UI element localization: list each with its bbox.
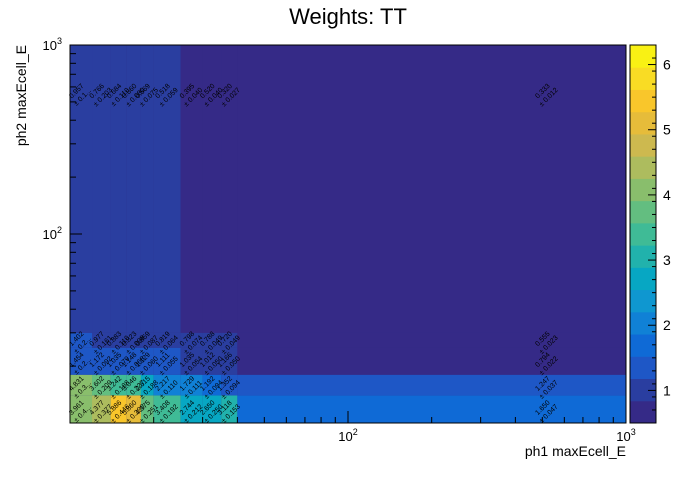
heatmap-cell: [140, 374, 154, 396]
heatmap-cell: [202, 374, 222, 396]
heatmap-cell: [237, 332, 626, 348]
y-tick-label: 103: [43, 36, 62, 53]
color-scale-swatch: [630, 378, 656, 402]
color-scale-swatch: [630, 245, 656, 268]
x-tick-label: 102: [338, 427, 357, 444]
heatmap-cell: [92, 332, 111, 348]
heatmap-cell: [126, 395, 141, 423]
heatmap-cell: [140, 332, 154, 348]
heatmap-cell: [237, 347, 626, 375]
heatmap-cell: [221, 374, 238, 396]
heatmap-cell: [202, 332, 222, 348]
color-scale-tick-label: 4: [663, 187, 671, 203]
heatmap-cell: [70, 395, 93, 423]
heatmap-cell: [92, 395, 111, 423]
color-scale-swatch: [630, 178, 656, 202]
heatmap-cell: [221, 332, 238, 348]
color-scale-tick-label: 3: [663, 252, 671, 268]
x-tick-label: 103: [616, 427, 635, 444]
color-scale-swatch: [630, 67, 656, 90]
color-scale-tick-label: 1: [663, 382, 671, 398]
color-scale-swatch: [630, 311, 656, 335]
color-scale-swatch: [630, 89, 656, 113]
x-axis: 102 103: [69, 411, 636, 444]
heatmap-cell: [202, 45, 222, 333]
heatmap-cell: [70, 45, 93, 333]
heatmap-cell: [110, 347, 127, 375]
heatmap-cell: [221, 395, 238, 423]
y-axis-label: ph2 maxEcell_E: [13, 45, 29, 146]
color-scale-swatch: [630, 267, 656, 291]
heatmap-cell: [126, 374, 141, 396]
heatmap-cell: [110, 395, 127, 423]
heatmap-cell: [110, 374, 127, 396]
heatmap-cell: [140, 395, 154, 423]
heatmap-cell: [92, 45, 111, 333]
color-scale-swatch: [630, 400, 656, 424]
x-axis-label: ph1 maxEcell_E: [525, 443, 626, 459]
color-scale-tick-label: 2: [663, 317, 671, 333]
heatmap-cell: [202, 347, 222, 375]
heatmap-cell: [180, 332, 203, 348]
color-scale-frame: [629, 44, 657, 424]
color-scale-swatch: [630, 334, 656, 357]
y-tick-label: 102: [43, 225, 62, 242]
heatmap-cell: [153, 395, 181, 423]
heatmap-cell: [237, 374, 626, 396]
heatmap-cell: [92, 347, 111, 375]
heatmap-cell: [153, 332, 181, 348]
heatmap-cell: [153, 45, 181, 333]
color-scale-swatch: [630, 45, 656, 68]
color-scale-swatch: [630, 356, 656, 380]
heatmap-cell: [110, 332, 127, 348]
color-scale-swatch: [630, 111, 656, 135]
heatmap-cell: [180, 45, 203, 333]
y-axis: 102 103: [43, 36, 82, 424]
heatmap-cell: [180, 347, 203, 375]
chart-title: Weights: TT: [289, 4, 407, 29]
color-scale-tick-label: 6: [663, 57, 671, 73]
heatmap-cell: [221, 45, 238, 333]
heatmap-cell: [70, 347, 93, 375]
heatmap-cell: [92, 374, 111, 396]
heatmap-cell: [126, 45, 141, 333]
heatmap-cell: [180, 374, 203, 396]
heatmap-cell: [221, 347, 238, 375]
heatmap-cells: [70, 45, 626, 423]
heatmap-cell: [126, 332, 141, 348]
heatmap-cell: [202, 395, 222, 423]
heatmap-cell: [110, 45, 127, 333]
color-scale-swatch: [630, 289, 656, 313]
heatmap-cell: [153, 347, 181, 375]
heatmap-cell: [70, 332, 93, 348]
heatmap-cell: [70, 374, 93, 396]
heatmap-cell: [180, 395, 203, 423]
heatmap-cell: [153, 374, 181, 396]
heatmap-cell: [140, 45, 154, 333]
heatmap-cell: [237, 45, 626, 333]
color-scale-tick-label: 5: [663, 122, 671, 138]
color-scale-swatch: [630, 133, 656, 157]
color-scale-swatch: [630, 156, 656, 179]
heatmap-cell: [126, 347, 141, 375]
color-scale-bar: 1 2 3 4 5 6: [629, 44, 671, 424]
heatmap-cell: [140, 347, 154, 375]
color-scale-swatch: [630, 200, 656, 224]
color-scale-swatch: [630, 222, 656, 246]
